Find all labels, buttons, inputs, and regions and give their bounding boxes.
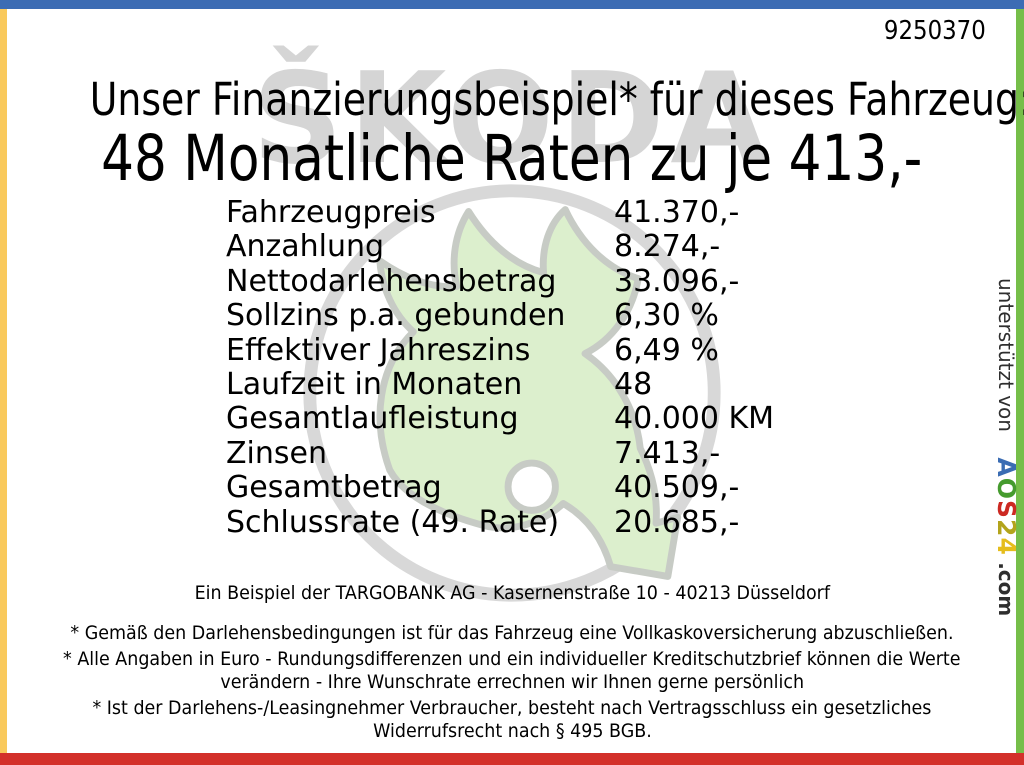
aos24-letter-2: 2	[992, 519, 1021, 538]
bottom-accent-bar	[0, 753, 1024, 765]
aos24-letter-s: S	[992, 500, 1021, 520]
aos24-letter-o: O	[992, 477, 1021, 501]
finance-label: Fahrzeugpreis	[226, 195, 436, 230]
finance-label: Zinsen	[226, 435, 328, 471]
finance-label: Anzahlung	[226, 229, 385, 265]
finance-value: 7.413,-	[614, 435, 721, 471]
finance-example-heading-text: Unser Finanzierungsbeispiel* für dieses …	[89, 73, 1024, 126]
insurance-footnote: * Gemäß den Darlehensbedingungen ist für…	[70, 622, 954, 644]
finance-example-heading: Unser Finanzierungsbeispiel* für dieses …	[0, 77, 1024, 122]
finance-label: Laufzeit in Monaten	[226, 367, 523, 403]
finance-table: Fahrzeugpreis 41.370,- Anzahlung 8.274,-…	[226, 195, 775, 540]
finance-label: Schlussrate (49. Rate)	[226, 504, 560, 540]
finance-label: Nettodarlehensbetrag	[226, 263, 557, 299]
finance-value: 40.000 KM	[614, 401, 775, 437]
right-accent-bar	[1016, 9, 1024, 753]
reference-number: 9250370	[884, 16, 986, 46]
finance-label: Gesamtlaufleistung	[226, 401, 519, 437]
aos24-letter-a: A	[992, 457, 1021, 478]
aos24-logo: AOS24	[992, 457, 1021, 555]
finance-value: 8.274,-	[614, 229, 721, 265]
finance-value: 6,30 %	[614, 298, 719, 334]
euro-footnote: * Alle Angaben in Euro - Rundungsdiffere…	[63, 648, 961, 693]
finance-value: 48	[614, 367, 653, 403]
bank-example-line: Ein Beispiel der TARGOBANK AG - Kasernen…	[194, 582, 830, 604]
monthly-rate-heading-text: 48 Monatliche Raten zu je 413,-	[101, 122, 923, 195]
aos24-letter-4: 4	[992, 537, 1021, 556]
supported-by-badge: unterstützt von AOS24 .com	[992, 278, 1021, 617]
aos24-suffix: .com	[994, 562, 1018, 617]
finance-label: Effektiver Jahreszins	[226, 332, 531, 368]
left-accent-bar	[0, 9, 7, 753]
finance-value: 41.370,-	[614, 195, 740, 230]
supported-by-prefix: unterstützt von	[994, 278, 1018, 432]
finance-value: 6,49 %	[614, 332, 719, 368]
monthly-rate-heading: 48 Monatliche Raten zu je 413,-	[0, 127, 1024, 190]
finance-label: Gesamtbetrag	[226, 470, 442, 506]
top-accent-bar	[0, 0, 1024, 9]
finance-value: 40.509,-	[614, 470, 740, 506]
finance-label: Sollzins p.a. gebunden	[226, 298, 566, 334]
withdrawal-footnote: * Ist der Darlehens-/Leasingnehmer Verbr…	[92, 697, 932, 742]
finance-value: 33.096,-	[614, 263, 740, 299]
skoda-logo-icon	[303, 184, 721, 602]
finance-value: 20.685,-	[614, 504, 740, 540]
skoda-watermark-text: ŠKODA	[252, 45, 774, 192]
